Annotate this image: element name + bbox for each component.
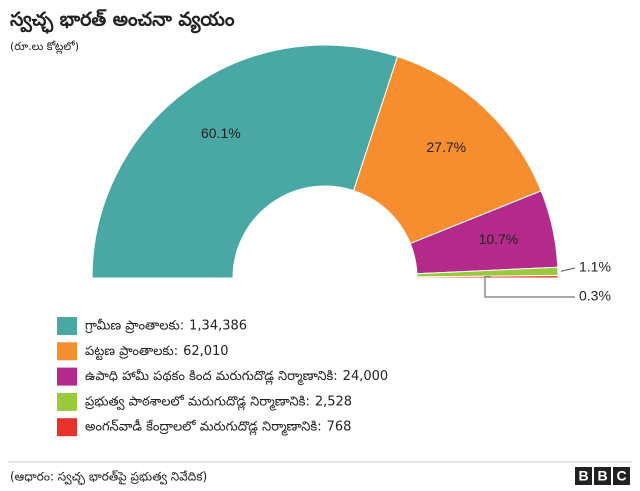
percent-label: 1.1% [579, 259, 611, 275]
legend-swatch [57, 342, 77, 361]
legend-swatch [57, 418, 77, 437]
legend-value: 24,000 [343, 369, 389, 384]
legend-label: ప్రభుత్వ పాఠశాలలో మరుగుదొడ్ల నిర్మాణానిక… [84, 394, 310, 411]
source: (ఆధారం: స్వచ్ఛ భారత్‌పై ప్రభుత్వ నివేదిక… [10, 470, 207, 486]
logo-box [575, 467, 592, 485]
logo-letter: B [578, 468, 588, 484]
legend-swatch [57, 367, 77, 386]
slice [91, 44, 399, 279]
legend-value: 2,528 [315, 394, 352, 409]
percent-label: 10.7% [479, 231, 519, 247]
legend-label: గ్రామీణ ప్రాంతాలకు: [85, 319, 185, 334]
legend-swatch [57, 317, 77, 335]
legend-label: ఉపాధి హామీ పథకం కింద మరుగుదొడ్ల నిర్మాణా… [85, 369, 338, 386]
logo-letter: C [616, 468, 626, 484]
slice [353, 55, 542, 245]
legend-label: అంగన్‌వాడీ కేంద్రాలలో మరుగుదొడ్ల నిర్మాణ… [85, 419, 322, 437]
percent-label: 27.7% [426, 139, 466, 155]
chart-subtitle: (రూ.లు కోట్లలో) [10, 40, 79, 55]
percent-label: 0.3% [579, 288, 611, 304]
chart-title: స్వచ్ఛ భారత్ అంచనా వ్యయం [10, 9, 235, 35]
leader-line [560, 267, 576, 272]
legend-swatch [57, 392, 77, 411]
legend-value: 768 [327, 420, 352, 435]
logo-letter: B [597, 468, 607, 484]
legend-value: 62,010 [183, 344, 229, 359]
legend-label: పట్టణ ప్రాంతాలకు: [85, 344, 178, 361]
logo-box [594, 467, 611, 485]
logo-box [613, 467, 630, 485]
legend-value: 1,34,386 [189, 319, 247, 334]
percent-label: 60.1% [201, 125, 241, 141]
leader-line [484, 276, 575, 298]
